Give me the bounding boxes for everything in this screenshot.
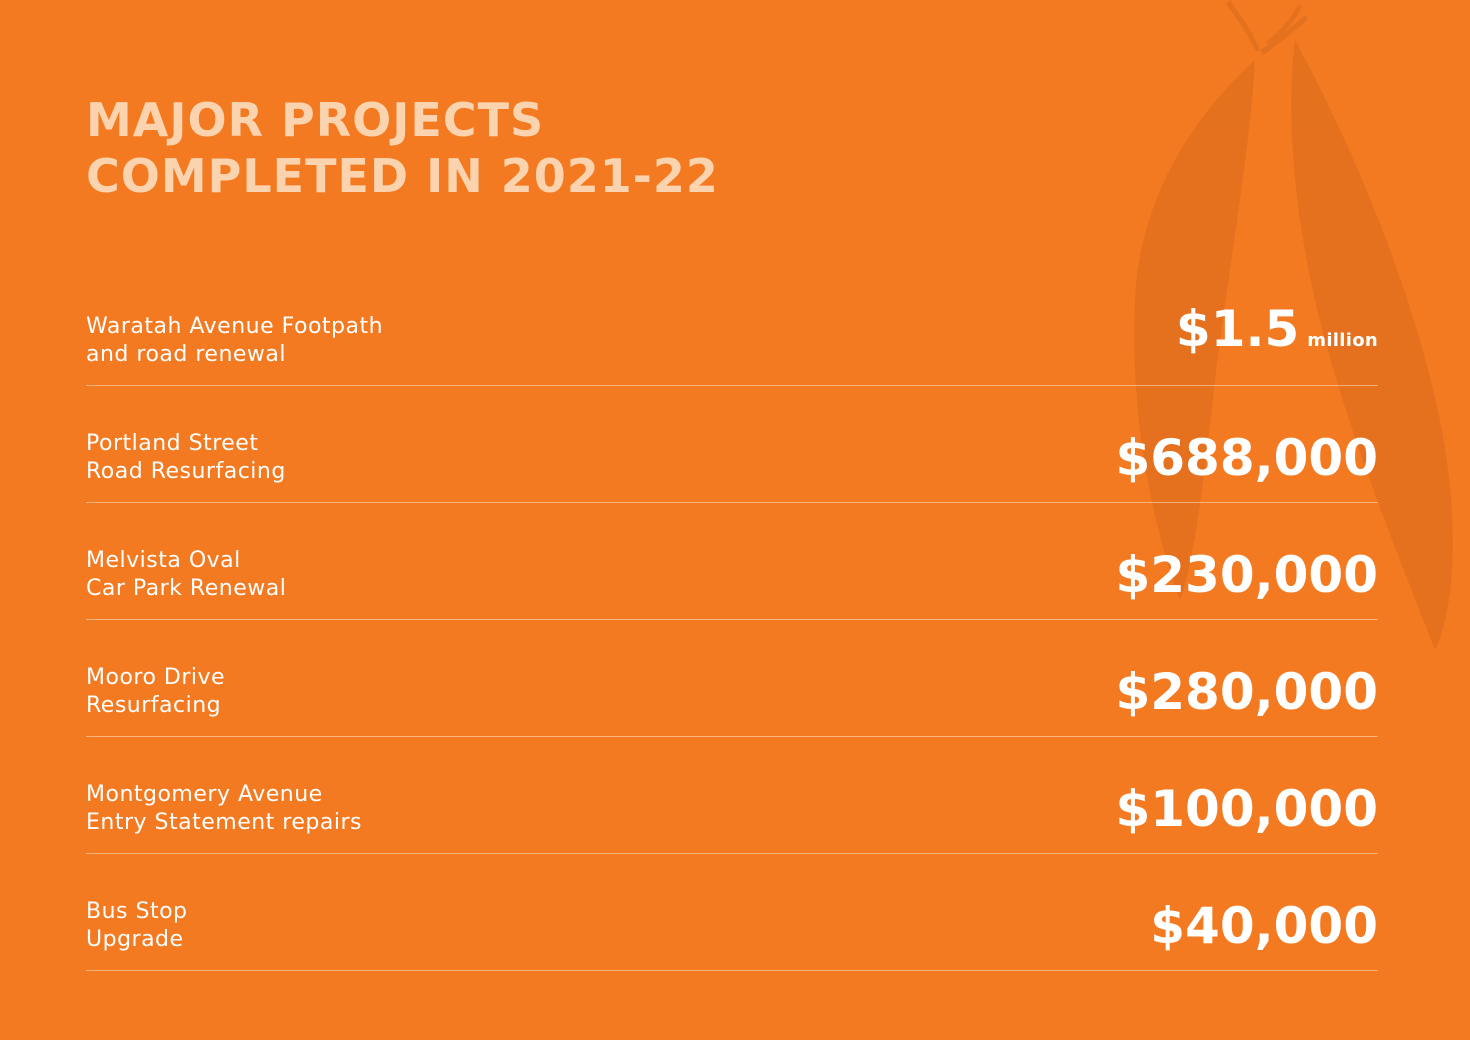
project-name-line-2: and road renewal [86, 342, 287, 367]
project-amount: $100,000 [1115, 779, 1378, 839]
project-row: Montgomery Avenue Entry Statement repair… [86, 738, 1378, 854]
project-amount: $280,000 [1115, 662, 1378, 722]
project-name: Melvista Oval Car Park Renewal [86, 547, 286, 603]
project-amount: $40,000 [1150, 896, 1378, 956]
project-amount: $688,000 [1115, 428, 1378, 488]
project-row: Melvista Oval Car Park Renewal $230,000 [86, 504, 1378, 620]
project-name: Waratah Avenue Footpath and road renewal [86, 313, 383, 369]
project-name-line-1: Melvista Oval [86, 548, 241, 573]
amount-value: $280,000 [1115, 663, 1378, 721]
page-title: MAJOR PROJECTS COMPLETED IN 2021-22 [86, 92, 719, 204]
project-name-line-1: Mooro Drive [86, 665, 226, 690]
project-name-line-1: Waratah Avenue Footpath [86, 314, 384, 339]
project-amount: $230,000 [1115, 545, 1378, 605]
project-row: Waratah Avenue Footpath and road renewal… [86, 270, 1378, 386]
amount-value: $688,000 [1115, 429, 1378, 487]
project-name: Bus Stop Upgrade [86, 898, 188, 954]
amount-value: $230,000 [1115, 546, 1378, 604]
project-name: Montgomery Avenue Entry Statement repair… [86, 781, 362, 837]
project-row: Bus Stop Upgrade $40,000 [86, 855, 1378, 971]
project-name: Portland Street Road Resurfacing [86, 430, 286, 486]
project-name-line-1: Portland Street [86, 431, 259, 456]
amount-value: $1.5 [1175, 300, 1300, 358]
amount-unit: million [1307, 330, 1378, 351]
projects-list: Waratah Avenue Footpath and road renewal… [86, 270, 1378, 971]
amount-value: $40,000 [1150, 897, 1378, 955]
project-name-line-1: Bus Stop [86, 899, 188, 924]
project-row: Portland Street Road Resurfacing $688,00… [86, 387, 1378, 503]
amount-value: $100,000 [1115, 780, 1378, 838]
project-name-line-2: Upgrade [86, 927, 184, 952]
eucalyptus-leaves-icon [1134, 0, 1453, 650]
project-row: Mooro Drive Resurfacing $280,000 [86, 621, 1378, 737]
project-name-line-2: Resurfacing [86, 693, 222, 718]
project-amount: $1.5 million [1176, 299, 1378, 371]
title-line-2: COMPLETED IN 2021-22 [86, 149, 719, 203]
project-name-line-2: Road Resurfacing [86, 459, 286, 484]
project-name-line-1: Montgomery Avenue [86, 782, 323, 807]
project-name-line-2: Entry Statement repairs [86, 810, 362, 835]
project-name-line-2: Car Park Renewal [86, 576, 287, 601]
project-name: Mooro Drive Resurfacing [86, 664, 225, 720]
title-line-1: MAJOR PROJECTS [86, 93, 545, 147]
